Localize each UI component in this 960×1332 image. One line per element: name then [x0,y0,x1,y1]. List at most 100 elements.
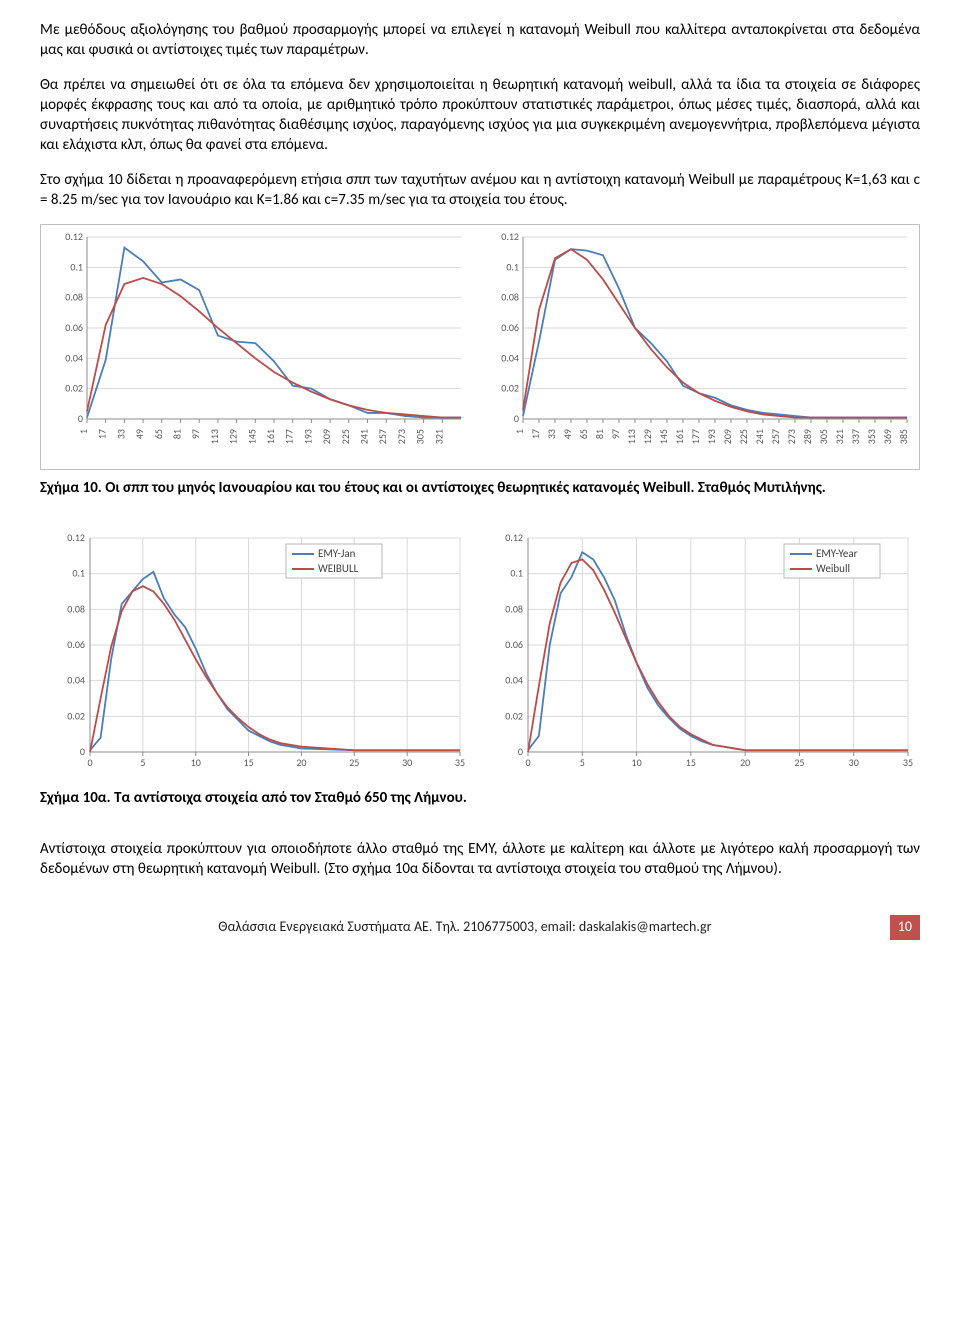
svg-text:0.08: 0.08 [65,291,83,304]
svg-text:10: 10 [632,756,642,769]
svg-text:0: 0 [80,745,85,758]
svg-text:0.12: 0.12 [501,230,519,243]
svg-text:337: 337 [849,429,862,444]
svg-text:273: 273 [785,429,798,444]
paragraph-2: Θα πρέπει να σημειωθεί ότι σε όλα τα επό… [40,75,920,156]
svg-text:0.04: 0.04 [505,674,523,687]
svg-text:193: 193 [705,429,718,444]
svg-text:49: 49 [133,429,146,439]
document-page: Με μεθόδους αξιολόγησης του βαθμού προσα… [0,0,960,1000]
svg-text:225: 225 [339,429,352,444]
svg-text:15: 15 [244,756,254,769]
svg-text:5: 5 [580,756,585,769]
figure-10-right: 00.020.040.060.080.10.121173349658197113… [477,225,919,469]
svg-text:353: 353 [865,429,878,444]
svg-text:145: 145 [657,429,670,444]
svg-text:0.06: 0.06 [501,321,519,334]
svg-text:0.02: 0.02 [65,382,83,395]
svg-text:EMY-Jan: EMY-Jan [318,547,356,560]
svg-text:209: 209 [721,429,734,444]
svg-text:257: 257 [769,429,782,444]
svg-text:0.06: 0.06 [505,638,523,651]
svg-text:0.02: 0.02 [505,710,523,723]
svg-text:10: 10 [191,756,201,769]
svg-text:209: 209 [320,429,333,444]
svg-text:5: 5 [140,756,145,769]
svg-text:321: 321 [432,429,445,444]
svg-text:20: 20 [740,756,750,769]
svg-text:0.02: 0.02 [67,710,85,723]
svg-text:0: 0 [518,745,523,758]
svg-text:30: 30 [402,756,412,769]
svg-text:177: 177 [689,429,702,444]
svg-text:0.04: 0.04 [65,351,83,364]
svg-text:20: 20 [296,756,306,769]
paragraph-4: Αντίστοιχα στοιχεία προκύπτουν για οποιο… [40,839,920,880]
svg-text:33: 33 [545,429,558,439]
chart-fig10a-year: 00.020.040.060.080.10.1205101520253035EM… [484,530,914,780]
svg-text:177: 177 [283,429,296,444]
svg-text:0.06: 0.06 [67,638,85,651]
svg-text:0.12: 0.12 [65,230,83,243]
svg-text:0.02: 0.02 [501,382,519,395]
svg-text:97: 97 [609,429,622,439]
svg-text:161: 161 [264,429,277,444]
figure-10a-right: 00.020.040.060.080.10.1205101520253035EM… [478,526,920,780]
svg-text:30: 30 [849,756,859,769]
svg-text:65: 65 [152,429,165,439]
svg-text:0.08: 0.08 [501,291,519,304]
svg-text:0.1: 0.1 [72,567,85,580]
svg-text:81: 81 [171,429,184,439]
svg-text:145: 145 [245,429,258,444]
svg-text:369: 369 [881,429,894,444]
chart-fig10-jan: 00.020.040.060.080.10.121173349658197113… [47,229,467,469]
svg-text:25: 25 [794,756,804,769]
svg-text:35: 35 [455,756,465,769]
svg-text:0: 0 [78,412,83,425]
svg-text:WEIBULL: WEIBULL [318,562,359,575]
svg-text:0.1: 0.1 [70,260,83,273]
footer-text: Θαλάσσια Ενεργειακά Συστήματα ΑΕ. Τηλ. 2… [40,918,890,937]
svg-text:113: 113 [208,429,221,444]
svg-text:161: 161 [673,429,686,444]
figure-10-caption: Σχήμα 10. Οι σππ του μηνός Ιανουαρίου κα… [40,478,920,498]
svg-text:129: 129 [641,429,654,444]
page-number-badge: 10 [890,915,920,940]
paragraph-3: Στο σχήμα 10 δίδεται η προαναφερόμενη ετ… [40,170,920,211]
svg-text:0.04: 0.04 [67,674,85,687]
svg-text:321: 321 [833,429,846,444]
figure-10-row: 00.020.040.060.080.10.121173349658197113… [40,224,920,470]
chart-fig10-year: 00.020.040.060.080.10.121173349658197113… [483,229,913,469]
svg-text:35: 35 [903,756,913,769]
svg-text:241: 241 [753,429,766,444]
svg-text:305: 305 [414,429,427,444]
figure-10a-caption: Σχήμα 10α. Τα αντίστοιχα στοιχεία από το… [40,788,920,808]
svg-text:49: 49 [561,429,574,439]
figure-10a-row: 00.020.040.060.080.10.1205101520253035EM… [40,526,920,780]
svg-text:385: 385 [897,429,910,444]
svg-text:225: 225 [737,429,750,444]
svg-text:25: 25 [349,756,359,769]
svg-text:0.06: 0.06 [65,321,83,334]
page-footer: Θαλάσσια Ενεργειακά Συστήματα ΑΕ. Τηλ. 2… [40,915,920,940]
svg-text:241: 241 [358,429,371,444]
svg-text:0.1: 0.1 [510,567,523,580]
svg-text:0: 0 [514,412,519,425]
svg-text:97: 97 [189,429,202,439]
paragraph-1: Με μεθόδους αξιολόγησης του βαθμού προσα… [40,20,920,61]
svg-text:305: 305 [817,429,830,444]
svg-text:0: 0 [525,756,530,769]
svg-text:289: 289 [801,429,814,444]
svg-text:33: 33 [114,429,127,439]
svg-text:0.04: 0.04 [501,351,519,364]
svg-text:113: 113 [625,429,638,444]
svg-text:EMY-Year: EMY-Year [816,547,858,560]
figure-10a-left: 00.020.040.060.080.10.1205101520253035EM… [40,526,478,780]
svg-text:Weibull: Weibull [816,562,850,575]
figure-10-left: 00.020.040.060.080.10.121173349658197113… [41,225,477,469]
chart-fig10a-jan: 00.020.040.060.080.10.1205101520253035EM… [46,530,466,780]
svg-text:1: 1 [77,429,90,434]
svg-text:15: 15 [686,756,696,769]
svg-text:0.12: 0.12 [505,531,523,544]
svg-text:81: 81 [593,429,606,439]
